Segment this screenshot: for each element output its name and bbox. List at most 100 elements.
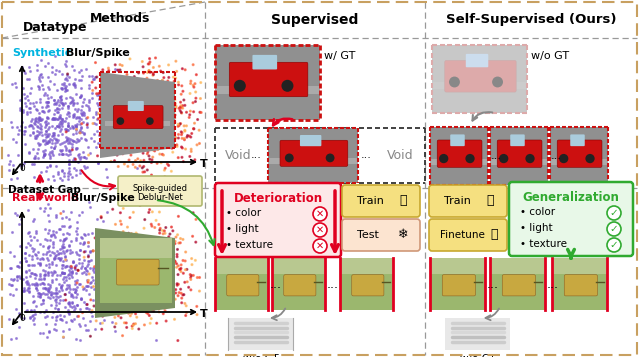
Point: [127, 249, 138, 255]
Point: [70, 123, 81, 129]
Point: [13, 221, 24, 227]
Point: [45, 284, 56, 290]
Point: [148, 238, 158, 244]
Point: [79, 265, 90, 271]
Point: [47, 140, 57, 146]
Point: [79, 164, 89, 169]
Point: [69, 307, 79, 313]
Point: [111, 255, 121, 261]
Point: [24, 132, 35, 137]
FancyBboxPatch shape: [490, 258, 545, 310]
Point: [154, 291, 164, 296]
Point: [100, 284, 111, 290]
Point: [159, 124, 170, 130]
Point: [100, 275, 110, 281]
Point: [54, 124, 64, 130]
Point: [88, 87, 98, 93]
Point: [134, 91, 145, 97]
Point: [146, 221, 156, 227]
Point: [113, 313, 124, 319]
Point: [79, 255, 90, 260]
Point: [70, 130, 81, 135]
Point: [158, 311, 168, 317]
Point: [28, 218, 38, 224]
Point: [118, 304, 129, 310]
Point: [35, 260, 45, 266]
Point: [61, 286, 72, 292]
Point: [173, 293, 183, 298]
Point: [157, 77, 168, 83]
FancyBboxPatch shape: [509, 182, 633, 256]
Point: [109, 315, 120, 320]
Point: [68, 165, 79, 171]
Point: [150, 55, 161, 61]
Point: [105, 120, 115, 125]
Point: [4, 64, 14, 70]
Point: [137, 268, 147, 274]
Point: [156, 294, 166, 300]
Point: [138, 252, 148, 258]
Point: [95, 280, 106, 285]
Point: [116, 115, 127, 121]
Point: [97, 272, 108, 277]
Circle shape: [465, 154, 475, 163]
Point: [55, 246, 65, 251]
Point: [145, 112, 156, 118]
Point: [102, 287, 112, 293]
Point: [124, 157, 134, 163]
Point: [46, 95, 56, 100]
Point: [79, 154, 89, 160]
Point: [105, 114, 115, 120]
Point: [148, 278, 158, 283]
Point: [127, 245, 137, 250]
Point: [192, 275, 202, 280]
Point: [41, 262, 51, 267]
Point: [145, 105, 156, 111]
Point: [129, 287, 140, 292]
Point: [56, 100, 67, 105]
Point: [50, 144, 60, 149]
Point: [127, 136, 138, 142]
Point: [60, 304, 70, 310]
Point: [31, 107, 42, 113]
Point: [145, 107, 155, 113]
Point: [98, 98, 108, 104]
Point: [125, 244, 136, 250]
Point: [73, 159, 83, 165]
Point: [140, 127, 150, 133]
Point: [82, 120, 92, 126]
Point: [146, 316, 156, 321]
Point: [40, 236, 51, 242]
Point: [47, 137, 57, 142]
Point: [31, 303, 42, 309]
Point: [77, 73, 87, 79]
Point: [40, 118, 51, 124]
Point: [137, 303, 147, 309]
Point: [190, 81, 200, 86]
Point: [67, 147, 77, 153]
Point: [40, 272, 50, 278]
Point: [173, 272, 183, 277]
Point: [122, 224, 132, 230]
Point: [51, 164, 61, 169]
Point: [45, 269, 56, 275]
Text: Blur/Spike: Blur/Spike: [62, 48, 130, 58]
Point: [92, 92, 102, 97]
Point: [89, 76, 99, 82]
Point: [130, 165, 140, 170]
Point: [47, 309, 58, 315]
Point: [176, 129, 186, 135]
Point: [84, 271, 94, 277]
Point: [74, 115, 84, 121]
Point: [84, 85, 95, 91]
Point: [61, 282, 72, 288]
Point: [151, 89, 161, 94]
Point: [75, 127, 85, 133]
FancyBboxPatch shape: [557, 140, 602, 167]
Point: [145, 271, 156, 277]
Point: [68, 97, 78, 103]
Point: [36, 276, 46, 282]
Point: [163, 252, 173, 258]
Point: [154, 175, 164, 181]
Point: [177, 136, 188, 141]
